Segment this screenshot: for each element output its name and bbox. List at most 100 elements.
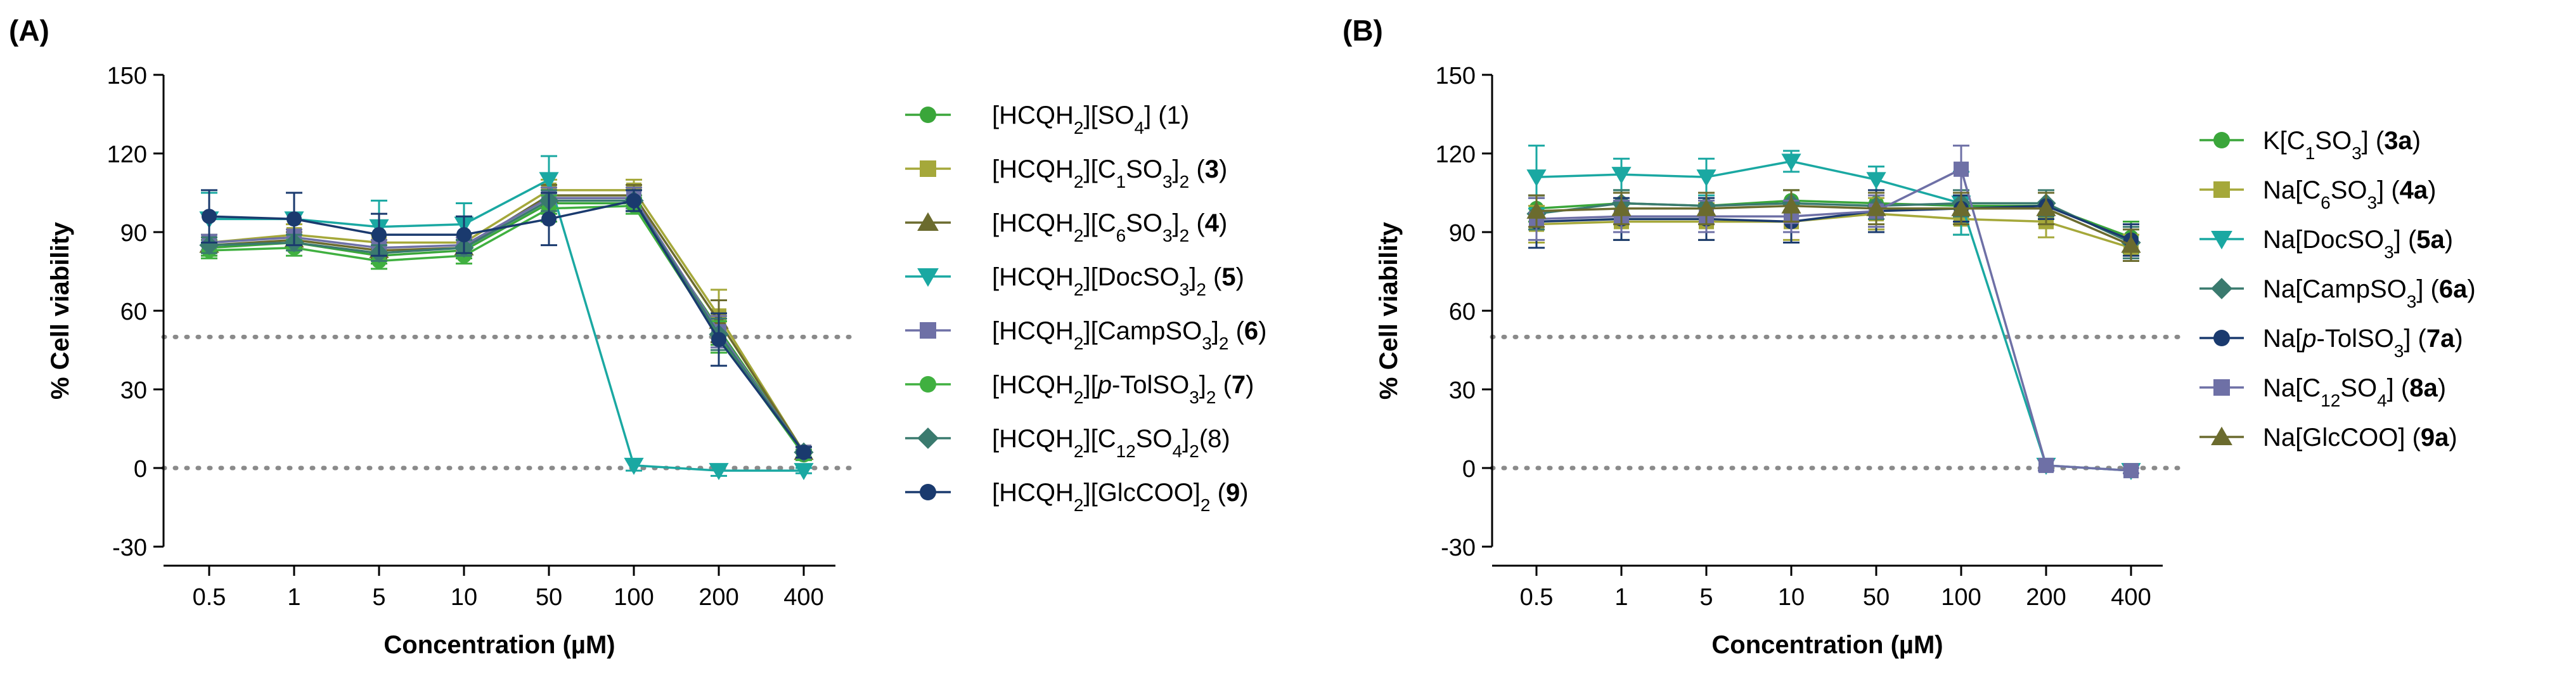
legend-marker <box>2213 132 2230 148</box>
legend-item: [HCQH2][C6SO3]2 (4) <box>905 209 1227 245</box>
data-point <box>1866 172 1886 190</box>
series-3 <box>1526 145 2141 481</box>
legend-marker <box>2211 426 2232 445</box>
legend-item: Na[DocSO3] (5a) <box>2199 226 2453 262</box>
data-point <box>1781 196 1801 214</box>
legend-label: K[C1SO3] (3a) <box>2263 127 2421 163</box>
data-point <box>202 209 217 224</box>
series-line <box>1536 202 2132 244</box>
legend-item: [HCQH2][CampSO3]2 (6) <box>905 317 1266 353</box>
data-point <box>2038 457 2054 473</box>
legend-item: [HCQH2][GlcCOO]2 (9) <box>905 479 1249 515</box>
legend-marker <box>917 268 939 287</box>
data-point <box>2036 198 2056 216</box>
legend-label: Na[p-TolSO3] (7a) <box>2263 325 2463 361</box>
x-tick-label: 100 <box>1941 584 1981 611</box>
data-point <box>199 235 219 256</box>
x-tick-label: 5 <box>372 584 385 611</box>
data-point <box>287 211 302 227</box>
data-point <box>1954 161 1969 177</box>
y-axis-title: % Cell viability <box>1375 221 1403 400</box>
y-axis-title: % Cell viability <box>46 221 74 400</box>
x-tick-label: 50 <box>536 584 562 611</box>
data-point <box>711 332 726 348</box>
y-tick-label: 90 <box>120 220 147 247</box>
y-tick-label: 120 <box>107 141 147 168</box>
legend-marker <box>920 376 936 393</box>
data-point <box>456 227 472 243</box>
legend-label: [HCQH2][DocSO3]2 (5) <box>992 263 1244 299</box>
legend-label: Na[DocSO3] (5a) <box>2263 226 2453 262</box>
legend-marker <box>2211 278 2232 299</box>
x-tick-label: 10 <box>1778 584 1805 611</box>
series-line <box>1536 160 2132 472</box>
x-tick-label: 100 <box>614 584 654 611</box>
data-point <box>794 463 814 481</box>
legend-marker <box>2211 231 2232 250</box>
y-tick-label: 0 <box>134 456 147 483</box>
series-7 <box>1526 189 2141 262</box>
legend-label: [HCQH2][C1SO3]2 (3) <box>992 155 1227 192</box>
legend-item: Na[p-TolSO3] (7a) <box>2199 325 2463 361</box>
legend-marker <box>920 160 936 177</box>
panel-b-label: (B) <box>1343 14 1383 47</box>
legend-marker <box>2213 379 2230 396</box>
data-point <box>796 445 811 460</box>
legend-label: [HCQH2][C12SO4]2(8) <box>992 425 1230 461</box>
chart-panel-a: -30 0 30 60 90 120 150 0.5 1 5 10 50 100 200 400 Concen… <box>46 63 1266 659</box>
data-point <box>1781 153 1801 171</box>
y-tick-label: 30 <box>1449 377 1476 404</box>
legend-item: [HCQH2][p-TolSO3]2 (7) <box>905 371 1254 407</box>
series-line <box>209 199 805 453</box>
legend-label: [HCQH2][GlcCOO]2 (9) <box>992 479 1249 515</box>
data-point <box>1526 201 1547 219</box>
x-tick-label: 400 <box>783 584 823 611</box>
legend-item: Na[GlcCOO] (9a) <box>2199 424 2457 452</box>
y-tick-label: 30 <box>120 377 147 404</box>
legend-label: Na[C6SO3] (4a) <box>2263 176 2436 212</box>
x-tick-label: 200 <box>2026 584 2066 611</box>
series-line <box>1536 204 2132 247</box>
data-point <box>1611 198 1632 216</box>
legend-label: Na[C12SO4] (8a) <box>2263 374 2446 410</box>
data-point <box>709 463 729 481</box>
series-line <box>209 197 805 453</box>
legend-item: Na[CampSO3] (6a) <box>2199 275 2476 311</box>
x-tick-label: 10 <box>451 584 477 611</box>
series-line <box>209 189 805 453</box>
legend-marker <box>2213 330 2230 346</box>
series-line <box>1536 212 2132 249</box>
legend-marker <box>920 107 936 123</box>
x-tick-label: 1 <box>1614 584 1628 611</box>
legend-item: Na[C12SO4] (8a) <box>2199 374 2446 410</box>
panel-a-label: (A) <box>9 14 49 47</box>
y-tick-label: 60 <box>120 299 147 325</box>
legend-label: [HCQH2][C6SO3]2 (4) <box>992 209 1227 245</box>
legend-marker <box>2213 181 2230 198</box>
legend-item: [HCQH2][SO4] (1) <box>905 101 1189 138</box>
y-tick-label: 120 <box>1436 141 1476 168</box>
legend-item: [HCQH2][C1SO3]2 (3) <box>905 155 1227 192</box>
data-point <box>1696 198 1716 216</box>
legend-label: [HCQH2][SO4] (1) <box>992 101 1189 138</box>
x-tick-label: 200 <box>699 584 738 611</box>
series-line <box>1536 204 2132 242</box>
legend-item: [HCQH2][DocSO3]2 (5) <box>905 263 1244 299</box>
series-line <box>1536 167 2132 472</box>
data-point <box>1951 198 1971 216</box>
y-tick-label: 90 <box>1449 220 1476 247</box>
data-point <box>1611 167 1632 185</box>
x-tick-label: 5 <box>1699 584 1713 611</box>
y-tick-label: 150 <box>107 63 147 89</box>
y-tick-label: -30 <box>112 535 147 561</box>
data-point <box>1526 169 1547 187</box>
data-point <box>1866 198 1886 216</box>
series-8 <box>201 189 812 460</box>
x-tick-label: 0.5 <box>193 584 226 611</box>
data-point <box>1696 169 1716 187</box>
legend-label: [HCQH2][p-TolSO3]2 (7) <box>992 371 1254 407</box>
legend-marker <box>917 212 939 231</box>
legend-label: [HCQH2][CampSO3]2 (6) <box>992 317 1266 353</box>
y-tick-label: 60 <box>1449 299 1476 325</box>
